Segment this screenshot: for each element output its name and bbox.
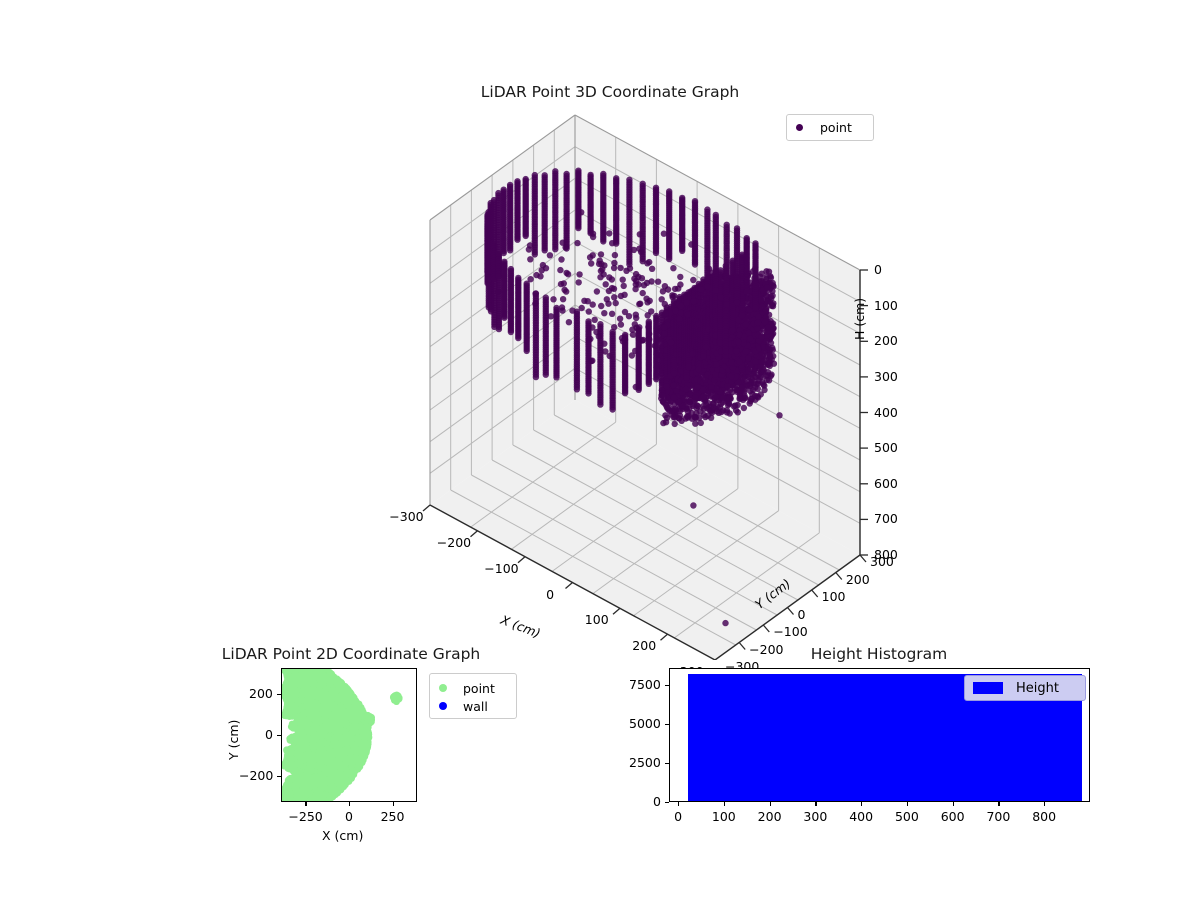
histogram-ytick-mark-1 [665,763,669,764]
histogram-xtick-mark-1 [724,802,725,806]
plot2d-xtick-1: 0 [345,809,353,824]
histogram-xtick-5: 500 [895,809,919,824]
histogram-ytick-1: 2500 [629,755,661,770]
histogram-xtick-1: 100 [712,809,736,824]
plot3d-ztick-7: 700 [874,511,898,526]
plot3d-xtick-2: −100 [484,561,518,576]
plot3d-ztick-0: 0 [874,262,882,277]
histogram-xtick-2: 200 [758,809,782,824]
plot2d-legend: point wall [429,673,517,719]
plot3d-ztick-3: 300 [874,369,898,384]
histogram-xtick-mark-6 [953,802,954,806]
plot3d-axes[interactable] [330,100,910,660]
histogram-xtick-3: 300 [803,809,827,824]
histogram-xtick-6: 600 [941,809,965,824]
plot2d-ytick-0: 200 [249,686,273,701]
histogram-xtick-mark-8 [1044,802,1045,806]
legend-label-point: point [463,681,495,696]
plot3d-ytick-4: 100 [822,589,846,604]
histogram-xtick-7: 700 [986,809,1010,824]
histogram-xtick-0: 0 [674,809,682,824]
plot3d-xtick-3: 0 [546,587,554,602]
histogram-xtick-mark-7 [998,802,999,806]
plot2d-point-cloud [282,669,403,802]
histogram-ytick-3: 7500 [629,677,661,692]
plot3d-ztick-2: 200 [874,333,898,348]
histogram-xtick-mark-3 [815,802,816,806]
histogram-ytick-mark-3 [665,685,669,686]
histogram-ytick-mark-2 [665,724,669,725]
legend-swatch-height [973,682,1003,694]
histogram-xtick-mark-2 [770,802,771,806]
legend-label-height: Height [1016,681,1059,696]
histogram-title: Height Histogram [734,645,1024,663]
plot2d-xtick-2: 250 [381,809,405,824]
plot3d-ytick-2: −100 [773,624,807,639]
histogram-ytick-0: 0 [653,794,661,809]
histogram-xtick-mark-5 [907,802,908,806]
plot3d-xtick-1: −200 [437,535,471,550]
plot2d-axes[interactable] [281,668,417,802]
plot2d-xtick-mark-1 [349,802,350,806]
plot2d-xtick-0: −250 [288,809,322,824]
histogram-xtick-4: 400 [849,809,873,824]
plot3d-ztick-8: 800 [874,547,898,562]
plot3d-ztick-1: 100 [874,298,898,313]
legend-row-point: point [439,679,516,697]
plot3d-title: LiDAR Point 3D Coordinate Graph [470,83,750,101]
plot2d-ytick-1: 0 [265,727,273,742]
plot3d-canvas [330,100,910,660]
plot2d-title: LiDAR Point 2D Coordinate Graph [206,645,496,663]
plot2d-canvas [282,669,417,802]
histogram-legend: Height [964,675,1086,701]
plot2d-ytick-mark-2 [277,776,281,777]
plot2d-ytick-mark-0 [277,694,281,695]
histogram-ytick-mark-0 [665,802,669,803]
plot2d-ytick-mark-1 [277,735,281,736]
legend-marker-wall [439,702,447,710]
plot3d-ztick-4: 400 [874,405,898,420]
histogram-xtick-8: 800 [1032,809,1056,824]
histogram-xtick-mark-0 [678,802,679,806]
plot3d-xtick-4: 100 [585,612,609,627]
legend-row-wall: wall [439,697,516,715]
legend-marker-point [439,684,447,692]
plot3d-zlabel: H (cm) [852,298,867,340]
plot2d-xtick-mark-0 [305,802,306,806]
plot3d-ytick-3: 0 [798,607,806,622]
plot2d-ytick-2: −200 [239,768,273,783]
legend-label-wall: wall [463,699,488,714]
plot3d-xtick-0: −300 [389,509,423,524]
plot2d-xtick-mark-2 [393,802,394,806]
plot3d-xtick-5: 200 [632,638,656,653]
plot2d-ylabel: Y (cm) [226,720,241,760]
matplotlib-figure: LiDAR Point 3D Coordinate Graph point [0,0,1200,900]
plot3d-ytick-5: 200 [846,572,870,587]
histogram-xtick-mark-4 [861,802,862,806]
histogram-ytick-2: 5000 [629,716,661,731]
plot3d-ztick-6: 600 [874,476,898,491]
plot3d-ztick-5: 500 [874,440,898,455]
plot2d-xlabel: X (cm) [322,828,363,843]
